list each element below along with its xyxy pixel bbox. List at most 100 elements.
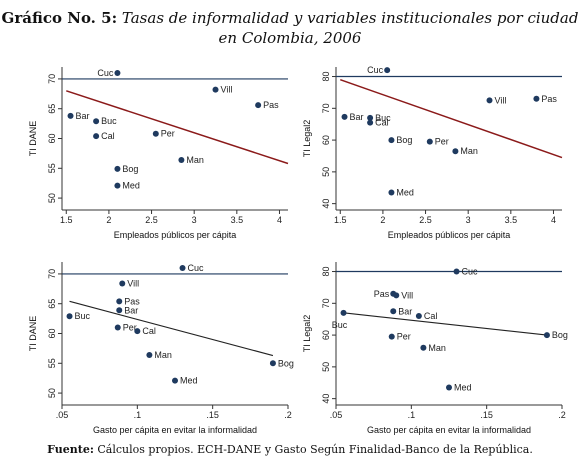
point-label-pas: Pas [541, 94, 557, 104]
y-tick-label: 65 [47, 299, 57, 309]
point-label-cuc: Cuc [462, 267, 479, 277]
data-point-buc [340, 309, 347, 316]
data-point-buc [66, 313, 73, 320]
data-point-buc [367, 114, 374, 121]
point-label-cal: Cal [101, 131, 115, 141]
y-tick-label: 60 [321, 330, 331, 340]
point-label-bar: Bar [124, 305, 138, 315]
data-point-bog [543, 332, 550, 339]
chart-panel-4: 40 50 60 70 80 .05 .1 .15 .2 Gasto per cápita en … [302, 262, 568, 435]
point-label-man: Man [460, 146, 478, 156]
data-point-pas [533, 95, 540, 102]
data-point-per [388, 333, 395, 340]
y-axis-title: TI Legal2 [302, 120, 312, 158]
figure-title-line1: Tasas de informalidad y variables instit… [121, 9, 579, 27]
data-point-cal [93, 133, 100, 140]
x-tick-label: 3 [192, 215, 197, 225]
point-label-man: Man [428, 343, 446, 353]
y-axis-title: TI DANE [28, 316, 38, 352]
x-tick-label: .2 [558, 410, 566, 420]
point-label-vill: Vill [221, 85, 233, 95]
x-tick-label: 3.5 [231, 215, 244, 225]
point-label-vill: Vill [401, 290, 413, 300]
data-point-med [446, 384, 452, 391]
point-label-pas: Pas [374, 289, 390, 299]
point-label-buc: Buc [75, 311, 91, 321]
point-label-pas: Pas [124, 296, 140, 306]
data-point-vill [212, 86, 219, 93]
y-tick-label: 50 [321, 362, 331, 372]
point-label-buc: Buc [332, 320, 348, 330]
point-label-per: Per [161, 129, 175, 139]
y-tick-label: 50 [47, 193, 57, 203]
data-point-per [426, 138, 433, 145]
data-point-cuc [384, 67, 391, 74]
data-point-pas [116, 298, 123, 305]
chart-panel-2: 40 50 60 70 80 1.5 2 2.5 3 3.5 4 Empleados públicos… [302, 65, 563, 240]
y-tick-label: 65 [47, 104, 57, 114]
data-point-bog [388, 137, 395, 144]
x-tick-label: .15 [480, 410, 493, 420]
data-point-med [114, 182, 121, 189]
data-point-bog [269, 360, 276, 367]
point-label-per: Per [435, 137, 449, 147]
charts-canvas: 50 55 60 65 70 1.5 2 2.5 3 3.5 4 Empleados públicos… [28, 65, 568, 435]
chart-panel-3: 50 55 60 65 70 .05 .1 .15 .2 Gasto per cápita en … [28, 262, 294, 435]
point-label-med: Med [122, 181, 140, 191]
data-point-med [172, 377, 178, 384]
y-tick-label: 80 [321, 267, 331, 277]
source-note: Fuente: Cálculos propios. ECH-DANE y Gas… [0, 443, 580, 456]
data-point-man [146, 351, 153, 358]
point-label-man: Man [186, 155, 204, 165]
figure-title-prefix: Gráfico No. 5: [1, 9, 118, 27]
data-point-cuc [114, 69, 121, 76]
data-point-bar [67, 112, 74, 119]
point-label-bog: Bog [552, 330, 568, 340]
source-label: Fuente: [47, 443, 94, 456]
point-label-per: Per [123, 323, 137, 333]
x-tick-label: .05 [330, 410, 343, 420]
fitted-line [343, 312, 547, 336]
data-point-cal [134, 328, 141, 335]
data-point-vill [393, 292, 400, 299]
point-label-bar: Bar [350, 112, 364, 122]
y-tick-label: 70 [47, 74, 57, 84]
figure-title: Gráfico No. 5: Tasas de informalidad y v… [0, 8, 580, 48]
point-label-pas: Pas [263, 100, 279, 110]
data-point-pas [255, 102, 262, 109]
y-tick-label: 55 [47, 358, 57, 368]
y-tick-label: 50 [47, 388, 57, 398]
point-label-bar: Bar [76, 111, 90, 121]
x-tick-label: 3.5 [505, 215, 518, 225]
point-label-vill: Vill [127, 278, 139, 288]
point-label-buc: Buc [101, 116, 117, 126]
x-tick-label: .15 [206, 410, 219, 420]
point-label-bog: Bog [122, 164, 138, 174]
fitted-line [66, 90, 289, 165]
fitted-line [340, 79, 563, 159]
point-label-per: Per [397, 332, 411, 342]
point-label-cal: Cal [142, 326, 156, 336]
y-tick-label: 70 [47, 269, 57, 279]
x-tick-label: 2 [106, 215, 111, 225]
point-label-med: Med [180, 376, 198, 386]
point-label-cal: Cal [375, 118, 389, 128]
x-tick-label: 1.5 [334, 215, 347, 225]
x-axis-title: Empleados públicos per cápita [388, 230, 511, 240]
data-point-buc [93, 118, 100, 125]
x-tick-label: .2 [284, 410, 292, 420]
y-tick-label: 60 [47, 133, 57, 143]
data-point-vill [119, 280, 126, 287]
x-tick-label: 4 [551, 215, 556, 225]
point-label-cal: Cal [424, 311, 438, 321]
y-tick-label: 60 [47, 328, 57, 338]
data-point-cuc [179, 264, 186, 271]
data-point-bar [390, 308, 397, 315]
point-label-cuc: Cuc [367, 65, 384, 75]
x-axis-title: Gasto per cápita en evitar la informalid… [367, 425, 531, 435]
chart-panel-1: 50 55 60 65 70 1.5 2 2.5 3 3.5 4 Empleados públicos… [28, 67, 289, 240]
y-tick-label: 70 [321, 298, 331, 308]
data-point-man [452, 148, 459, 155]
y-tick-label: 55 [47, 163, 57, 173]
x-tick-label: 3 [466, 215, 471, 225]
